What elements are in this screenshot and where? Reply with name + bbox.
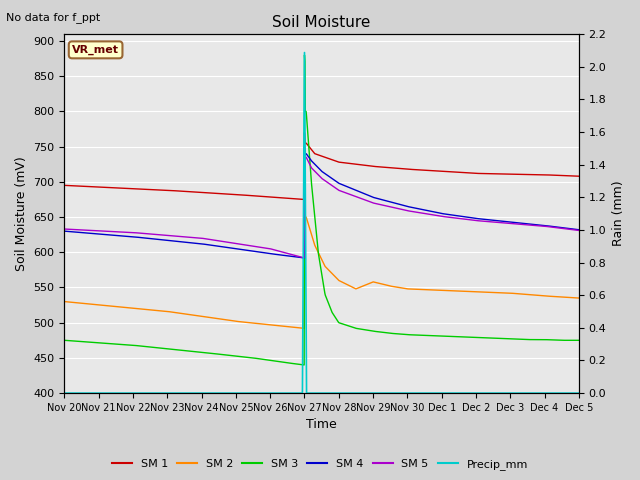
- SM 4: [380, 197, 388, 203]
- SM 3: [300, 362, 308, 368]
- SM 5: [575, 228, 582, 233]
- Line: SM 4: SM 4: [65, 146, 579, 258]
- Precip_mm: [396, 390, 403, 396]
- SM 2: [61, 299, 68, 304]
- SM 5: [335, 188, 343, 193]
- SM 4: [335, 180, 343, 186]
- Legend: SM 1, SM 2, SM 3, SM 4, SM 5, Precip_mm: SM 1, SM 2, SM 3, SM 4, SM 5, Precip_mm: [108, 455, 532, 474]
- SM 3: [301, 52, 308, 58]
- SM 1: [335, 159, 343, 165]
- SM 5: [282, 250, 290, 256]
- SM 1: [301, 130, 308, 135]
- SM 3: [575, 337, 582, 343]
- Precip_mm: [61, 390, 68, 396]
- Precip_mm: [301, 49, 308, 55]
- SM 4: [351, 187, 359, 193]
- Y-axis label: Rain (mm): Rain (mm): [612, 181, 625, 246]
- Precip_mm: [257, 390, 265, 396]
- SM 4: [301, 144, 308, 149]
- Line: SM 5: SM 5: [65, 148, 579, 258]
- SM 2: [282, 324, 290, 329]
- SM 5: [61, 226, 68, 232]
- Text: No data for f_ppt: No data for f_ppt: [6, 12, 100, 23]
- SM 2: [301, 199, 308, 204]
- SM 2: [380, 282, 388, 288]
- SM 4: [575, 227, 582, 233]
- Line: SM 1: SM 1: [65, 132, 579, 200]
- SM 4: [61, 228, 68, 234]
- Precip_mm: [575, 390, 582, 396]
- SM 3: [351, 325, 359, 331]
- SM 3: [61, 337, 68, 343]
- SM 5: [351, 193, 359, 199]
- SM 1: [300, 197, 308, 203]
- SM 1: [282, 195, 290, 201]
- SM 2: [456, 288, 464, 294]
- Line: Precip_mm: Precip_mm: [65, 52, 579, 393]
- SM 2: [300, 325, 308, 331]
- Precip_mm: [484, 390, 492, 396]
- SM 5: [380, 203, 388, 208]
- SM 1: [456, 169, 464, 175]
- SM 5: [301, 145, 308, 151]
- SM 2: [196, 313, 204, 319]
- SM 3: [335, 320, 343, 325]
- SM 3: [282, 360, 290, 365]
- Precip_mm: [154, 390, 162, 396]
- Line: SM 3: SM 3: [65, 55, 579, 365]
- SM 5: [196, 235, 204, 241]
- Precip_mm: [445, 390, 452, 396]
- Y-axis label: Soil Moisture (mV): Soil Moisture (mV): [15, 156, 28, 271]
- Precip_mm: [369, 390, 377, 396]
- SM 4: [196, 241, 204, 247]
- SM 1: [380, 164, 388, 170]
- SM 4: [456, 213, 464, 219]
- SM 1: [61, 182, 68, 188]
- SM 1: [196, 190, 204, 195]
- Title: Soil Moisture: Soil Moisture: [273, 15, 371, 30]
- SM 3: [380, 330, 388, 336]
- X-axis label: Time: Time: [307, 419, 337, 432]
- SM 1: [575, 173, 582, 179]
- SM 3: [456, 334, 464, 340]
- SM 2: [575, 295, 582, 301]
- SM 5: [300, 255, 308, 261]
- SM 5: [456, 216, 464, 221]
- SM 1: [351, 161, 359, 167]
- SM 3: [196, 349, 204, 355]
- SM 2: [335, 277, 343, 283]
- Line: SM 2: SM 2: [65, 202, 579, 328]
- SM 4: [282, 253, 290, 259]
- SM 4: [300, 255, 308, 261]
- SM 2: [351, 286, 359, 291]
- Text: VR_met: VR_met: [72, 45, 119, 55]
